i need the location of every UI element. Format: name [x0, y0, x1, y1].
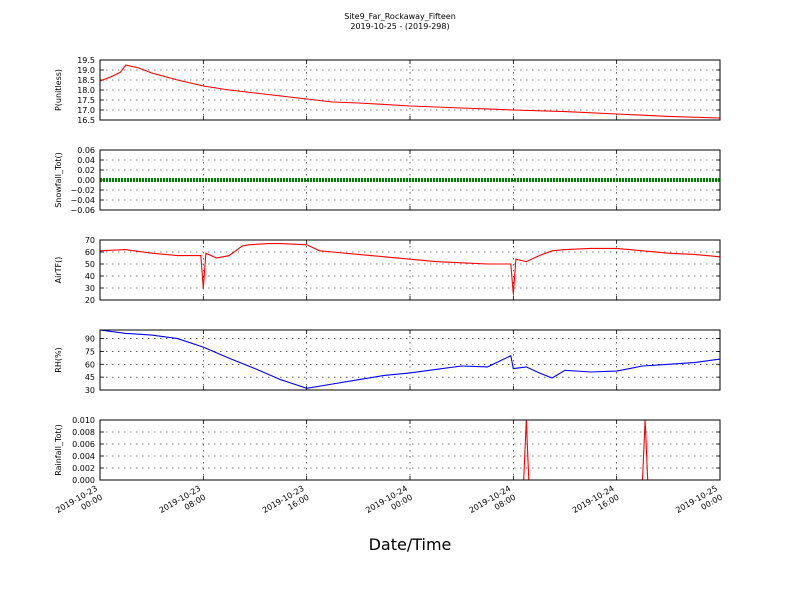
y-tick-label: 0.04	[77, 156, 95, 165]
chart-title-line2: 2019-10-25 - (2019-298)	[350, 22, 449, 31]
y-axis-label: RH(%)	[54, 347, 63, 372]
y-tick-label: 0.004	[72, 452, 95, 461]
y-tick-label: 70	[85, 236, 95, 245]
y-tick-label: −0.06	[70, 206, 95, 215]
y-tick-label: 45	[85, 373, 95, 382]
y-tick-label: 30	[85, 284, 95, 293]
y-tick-label: 0.002	[72, 464, 95, 473]
y-tick-label: 75	[85, 347, 95, 356]
y-tick-label: 60	[85, 360, 95, 369]
y-axis-label: Snowfall_Tot()	[54, 152, 63, 208]
axes-frame	[99, 149, 721, 211]
y-tick-label: 0.006	[72, 440, 95, 449]
panel-3: 70 60 50 40 30 20 AirTF()	[54, 236, 721, 305]
y-tick-label: 50	[85, 260, 95, 269]
y-tick-label: 90	[85, 335, 95, 344]
y-tick-label: 18.0	[77, 86, 95, 95]
y-tick-label: 0.008	[72, 428, 95, 437]
y-tick-label: −0.04	[70, 196, 95, 205]
panel-1: 19.519.018.518.017.517.016.5 P(unitless)	[54, 56, 721, 125]
y-tick-label: 60	[85, 248, 95, 257]
series-line	[100, 64, 720, 119]
axes-frame	[99, 59, 721, 121]
chart-panels: 19.519.018.518.017.517.016.5 P(unitless) 0…	[54, 56, 721, 485]
panel-2: 0.060.040.020.00−0.02−0.04−0.06 Snowfall_…	[54, 146, 721, 215]
y-tick-label: 30	[85, 386, 95, 395]
axes-frame	[99, 419, 721, 481]
y-tick-label: 40	[85, 272, 95, 281]
y-tick-label: 18.5	[77, 76, 95, 85]
y-tick-label: 19.5	[77, 56, 95, 65]
y-axis-label: Rainfall_Tot()	[54, 424, 63, 476]
y-axis-label: AirTF()	[54, 257, 63, 284]
y-tick-label: 17.5	[77, 96, 95, 105]
chart-title-line1: Site9_Far_Rockaway_Fifteen	[344, 12, 456, 21]
series-line	[100, 330, 720, 389]
panel-5: 0.010 0.008 0.006 0.004 0.002 0.000 Rainfall_T…	[54, 416, 721, 485]
y-axis-label: P(unitless)	[54, 69, 63, 111]
y-tick-label: 20	[85, 296, 95, 305]
series-line	[100, 420, 720, 480]
x-axis-label: Date/Time	[369, 535, 452, 554]
y-tick-label: 19.0	[77, 66, 95, 75]
series-line	[100, 243, 720, 295]
y-tick-label: 0.000	[72, 476, 95, 485]
panel-4: 90 75 60 45 30 RH(%)	[54, 329, 721, 395]
y-tick-label: 0.06	[77, 146, 95, 155]
y-tick-label: −0.02	[70, 186, 95, 195]
y-tick-label: 0.00	[77, 176, 95, 185]
y-tick-label: 0.02	[77, 166, 95, 175]
y-tick-label: 0.010	[72, 416, 95, 425]
axes-frame	[99, 239, 721, 301]
y-tick-label: 16.5	[77, 116, 95, 125]
y-tick-label: 17.0	[77, 106, 95, 115]
axes-frame	[99, 329, 721, 391]
